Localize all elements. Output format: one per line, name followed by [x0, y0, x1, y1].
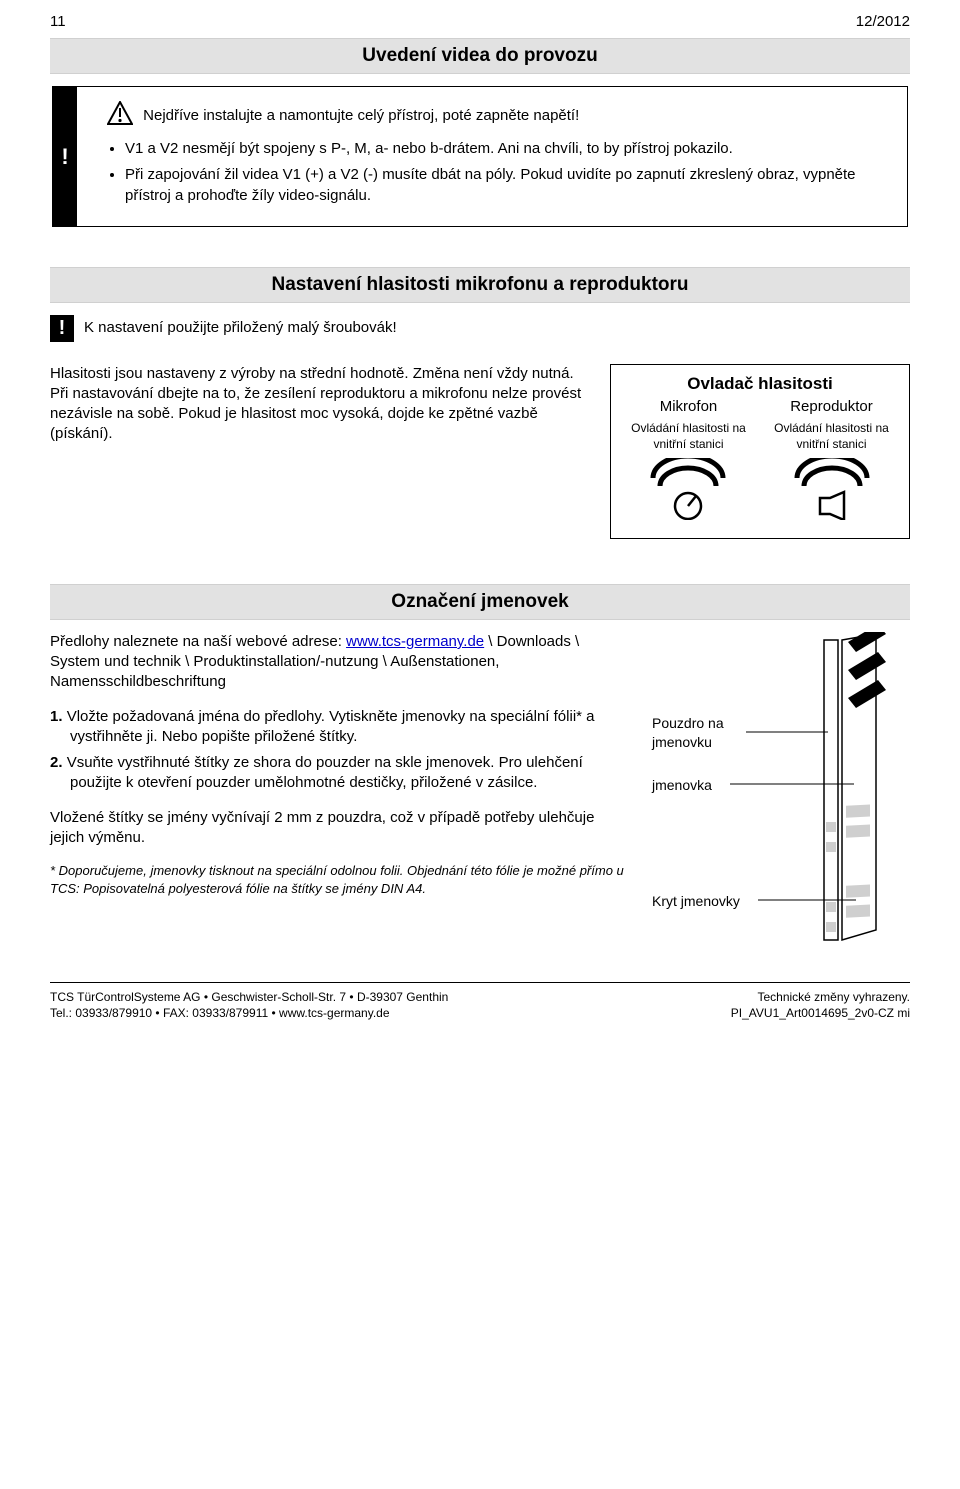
volume-paragraph: Hlasitosti jsou nastaveny z výroby na st… — [50, 364, 590, 540]
warning-bullet-2: Při zapojování žil videa V1 (+) a V2 (-)… — [125, 165, 893, 206]
labels-p2: Vložené štítky se jmény vyčnívají 2 mm z… — [50, 808, 630, 849]
warning-box: ! Nejdříve instalujte a namontujte celý … — [52, 86, 908, 227]
volume-box: Ovladač hlasitosti Mikrofon Ovládání hla… — [610, 364, 910, 540]
warning-bullet-1: V1 a V2 nesmějí být spojeny s P-, M, a- … — [125, 139, 893, 159]
labels-intro: Předlohy naleznete na naší webové adrese… — [50, 632, 630, 693]
warning-bar: ! — [53, 87, 77, 226]
warning-lead: Nejdříve instalujte a namontujte celý př… — [143, 107, 579, 124]
diagram-label-3: Kryt jmenovky — [652, 892, 740, 911]
page-footer: TCS TürControlSysteme AG • Geschwister-S… — [50, 982, 910, 1021]
nameplate-diagram: Pouzdro na jmenovku jmenovka Kryt jmenov… — [650, 632, 910, 952]
dial-left-icon — [638, 458, 738, 526]
volume-box-title: Ovladač hlasitosti — [621, 373, 899, 396]
issue-date: 12/2012 — [856, 12, 910, 32]
warning-bullets: V1 a V2 nesmějí být spojeny s P-, M, a- … — [107, 139, 893, 206]
dial-right-icon — [782, 458, 882, 526]
page-header: 11 12/2012 — [50, 12, 910, 32]
diagram-label-2: jmenovka — [652, 776, 712, 795]
vol-col1-sub: Ovládání hlasitosti na vnitřní stanici — [621, 420, 756, 452]
section-title-labels: Označení jmenovek — [50, 584, 910, 620]
section-title-volume: Nastavení hlasitosti mikrofonu a reprodu… — [50, 267, 910, 303]
labels-steps: 1. Vložte požadovaná jména do předlohy. … — [50, 707, 630, 794]
inline-warning: ! K nastavení použijte přiložený malý šr… — [50, 315, 910, 342]
labels-step-1: 1. Vložte požadovaná jména do předlohy. … — [50, 707, 630, 748]
vol-col1-title: Mikrofon — [621, 397, 756, 417]
vol-col2-title: Reproduktor — [764, 397, 899, 417]
section-title-video: Uvedení videa do provozu — [50, 38, 910, 74]
inline-warning-bar: ! — [50, 315, 74, 342]
inline-warning-text: K nastavení použijte přiložený malý šrou… — [84, 315, 910, 342]
footer-company: TCS TürControlSysteme AG • Geschwister-S… — [50, 989, 448, 1005]
vol-col2-sub: Ovládání hlasitosti na vnitřní stanici — [764, 420, 899, 452]
warning-triangle-icon — [107, 101, 133, 131]
diagram-label-1: Pouzdro na jmenovku — [652, 714, 742, 752]
footer-docid: PI_AVU1_Art0014695_2v0-CZ mi — [731, 1005, 910, 1021]
page-number: 11 — [50, 12, 66, 32]
footer-contact: Tel.: 03933/879910 • FAX: 03933/879911 •… — [50, 1005, 448, 1021]
labels-step-2: 2. Vsuňte vystřihnuté štítky ze shora do… — [50, 753, 630, 794]
tcs-link[interactable]: www.tcs-germany.de — [346, 633, 484, 650]
footer-note: Technické změny vyhrazeny. — [731, 989, 910, 1005]
labels-footnote: * Doporučujeme, jmenovky tisknout na spe… — [50, 862, 630, 897]
